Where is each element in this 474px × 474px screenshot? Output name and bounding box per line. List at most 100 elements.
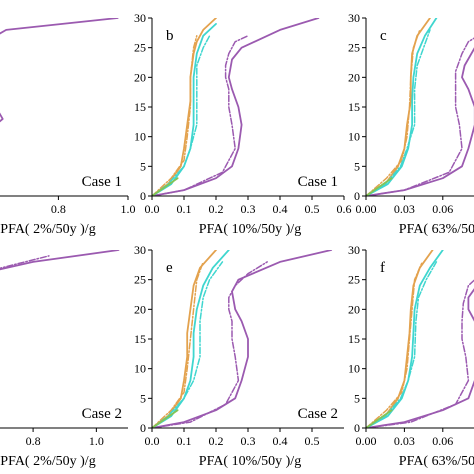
case-label: Case 2 <box>298 406 338 422</box>
x-tick-label: 0.03 <box>394 434 415 448</box>
case-label: Case 1 <box>298 174 338 190</box>
y-tick-label: 10 <box>134 362 146 376</box>
x-axis-title: PFA( 63%/50y )/g <box>399 454 474 469</box>
series-line-orange-solid <box>366 250 434 428</box>
y-tick-label: 15 <box>348 100 360 114</box>
series-line-orange-solid <box>152 250 217 428</box>
panel-letter: b <box>166 28 174 44</box>
y-tick-label: 30 <box>348 11 360 25</box>
series-line-cyan-solid <box>152 250 230 428</box>
y-tick-label: 5 <box>140 391 146 405</box>
series-line-purple-solid <box>0 250 120 271</box>
series-line-green-solid <box>152 177 179 196</box>
x-tick-label: 0.5 <box>305 202 320 216</box>
x-tick-label: 1.0 <box>121 202 136 216</box>
y-tick-label: 30 <box>134 243 146 257</box>
x-tick-label: 0.03 <box>394 202 415 216</box>
y-tick-label: 0 <box>354 421 360 435</box>
series-line-green-solid <box>366 177 393 196</box>
series-line-purple-solid <box>366 47 474 196</box>
series-line-cyan-solid <box>366 18 438 196</box>
series-line-purple-solid <box>366 288 474 428</box>
x-tick-label: 0.1 <box>177 202 192 216</box>
x-tick-label: 0.0 <box>145 434 160 448</box>
y-tick-label: 10 <box>134 130 146 144</box>
x-tick-label: 1.0 <box>89 434 104 448</box>
series-line-cyan-solid <box>366 250 444 428</box>
series-line-cyan-dashdot <box>366 261 438 428</box>
series-line-purple-dashdot <box>152 35 249 196</box>
case-label: Case 1 <box>82 174 122 190</box>
x-tick-label: 0.1 <box>177 434 192 448</box>
series-group <box>366 18 474 196</box>
x-axis-title: PFA( 10%/50y )/g <box>199 454 301 469</box>
case-label: Case 2 <box>82 406 122 422</box>
x-tick-label: 0.2 <box>209 202 224 216</box>
panel-letter: c <box>380 28 387 44</box>
x-tick-label: 0.06 <box>432 434 453 448</box>
x-tick-label: 0.4 <box>273 434 288 448</box>
series-line-green-solid <box>366 409 393 428</box>
y-tick-label: 20 <box>134 70 146 84</box>
y-tick-label: 15 <box>134 332 146 346</box>
panel-a: 0.8 1.0 PFA( 2%/50y )/g Case 1 <box>0 18 136 237</box>
series-group <box>366 250 474 428</box>
series-line-orange-solid <box>152 18 217 196</box>
series-group <box>0 18 119 123</box>
x-tick-label: 0.06 <box>432 202 453 216</box>
series-line-purple-solid <box>0 18 119 123</box>
panel-letter: e <box>166 260 173 276</box>
x-axis-title: PFA( 10%/50y )/g <box>199 222 301 237</box>
y-tick-label: 20 <box>348 302 360 316</box>
y-tick-label: 25 <box>134 273 146 287</box>
y-tick-label: 25 <box>348 273 360 287</box>
x-tick-label: 0.5 <box>305 434 320 448</box>
x-tick-label: 0.0 <box>145 202 160 216</box>
x-tick-label: 0.2 <box>209 434 224 448</box>
y-tick-label: 5 <box>354 391 360 405</box>
panel-letter: f <box>380 260 385 276</box>
y-tick-label: 0 <box>140 189 146 203</box>
panel-f: 0.00 0.03 0.06 0 5 10 15 20 25 30 PFA( 63%/50y )/g… <box>348 243 474 469</box>
y-tick-label: 20 <box>134 302 146 316</box>
series-line-cyan-solid <box>152 22 217 196</box>
y-tick-label: 20 <box>348 70 360 84</box>
series-line-orange-dashdot <box>366 261 424 428</box>
y-tick-label: 5 <box>140 159 146 173</box>
panel-d: 0.8 1.0 PFA( 2%/50y )/g Case 2 <box>0 250 128 469</box>
x-tick-label: 0.6 <box>337 202 352 216</box>
x-axis-title: PFA( 2%/50y )/g <box>0 454 95 469</box>
series-line-cyan-dashdot <box>152 261 224 428</box>
series-line-cyan-dashdot <box>152 35 211 196</box>
series-line-orange-dashdot <box>152 261 204 428</box>
series-line-purple-solid <box>152 250 333 428</box>
y-tick-label: 25 <box>134 41 146 55</box>
y-tick-label: 10 <box>348 130 360 144</box>
series-line-purple-solid <box>152 18 320 196</box>
series-line-orange-dashdot <box>366 29 421 196</box>
series-line-purple-dashdot <box>366 37 474 196</box>
panel-b: 0.0 0.1 0.2 0.3 0.4 0.5 0.6 0 5 10 15 20 25 30 PFA( 10… <box>134 11 352 237</box>
series-line-green-solid <box>152 409 179 428</box>
y-tick-label: 0 <box>354 189 360 203</box>
y-tick-label: 15 <box>134 100 146 114</box>
series-line-purple-dashdot <box>152 261 268 428</box>
x-axis-title: PFA( 63%/50y )/g <box>399 222 474 237</box>
x-tick-label: 0.8 <box>51 202 66 216</box>
x-tick-label: 0.4 <box>273 202 288 216</box>
series-line-purple-dashdot <box>366 279 474 428</box>
y-tick-label: 10 <box>348 362 360 376</box>
series-line-orange-dashdot <box>152 35 198 196</box>
series-line-purple-dashdot <box>0 255 50 270</box>
series-group <box>152 18 320 196</box>
x-tick-label: 0.3 <box>241 202 256 216</box>
y-tick-label: 0 <box>140 421 146 435</box>
y-tick-label: 25 <box>348 41 360 55</box>
y-tick-label: 30 <box>348 243 360 257</box>
x-tick-label: 0.3 <box>241 434 256 448</box>
panel-e: 0.0 0.1 0.2 0.3 0.4 0.5 0 5 10 15 20 25 30 PFA( 10%/5… <box>134 243 344 469</box>
y-tick-label: 5 <box>354 159 360 173</box>
panel-c: 0.00 0.03 0.06 0 5 10 15 20 25 30 PFA( 63%/50y )/g… <box>348 11 474 237</box>
y-tick-label: 30 <box>134 11 146 25</box>
